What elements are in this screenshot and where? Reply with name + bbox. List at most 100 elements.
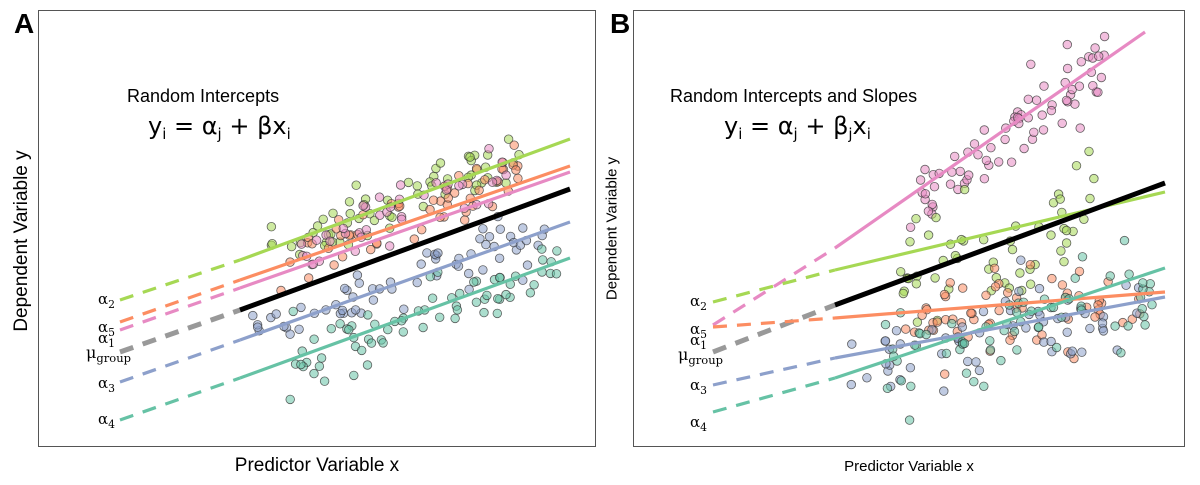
point-b-g5 (1074, 266, 1085, 277)
point-a-g3 (494, 253, 505, 263)
point-a-g3 (518, 223, 528, 233)
point-a-g5 (509, 140, 519, 150)
point-a-g1 (361, 225, 372, 235)
point-a-g4 (296, 359, 306, 370)
point-b-g3 (971, 357, 981, 367)
point-a-g4 (450, 313, 460, 324)
line-a-solid-alpha4 (239, 256, 571, 380)
point-a-g5 (443, 193, 454, 203)
point-b-g4 (1070, 273, 1080, 283)
point-b-g5 (994, 305, 1004, 316)
point-a-g3 (399, 304, 409, 314)
point-b-g3 (847, 339, 857, 349)
panel-b-label-mu-group: μgroup (678, 345, 724, 368)
point-b-g1 (1019, 143, 1029, 154)
point-b-g4 (1137, 304, 1147, 314)
panel-a-equation: yi = αj + βxi (148, 112, 291, 144)
point-b-g3 (1014, 286, 1024, 297)
point-b-g2 (898, 288, 909, 299)
point-b-g4 (880, 319, 891, 330)
point-b-g3 (1034, 283, 1045, 294)
point-b-g4 (921, 329, 931, 340)
point-b-g2 (896, 267, 906, 277)
point-b-g4 (985, 336, 995, 346)
point-b-g3 (1062, 327, 1072, 338)
line-b-dashed-alpha1 (712, 246, 836, 327)
point-a-g3 (416, 259, 426, 269)
point-b-g5 (1047, 273, 1057, 284)
panel-a-label-alpha1: α1 (98, 329, 116, 350)
point-a-g3 (368, 295, 379, 305)
point-a-g2 (351, 180, 361, 190)
point-b-g3 (880, 336, 891, 346)
line-b-dashed-alpha3 (712, 356, 836, 387)
panel-a-label-mu-group: μgroup (86, 343, 132, 366)
point-b-g3 (1097, 318, 1108, 328)
line-a-dashed-alpha2 (119, 258, 241, 302)
point-b-g4 (1124, 269, 1134, 279)
panel-b-title: Random Intercepts and Slopes (670, 86, 918, 106)
point-b-g1 (1074, 81, 1085, 91)
point-b-g1 (1031, 95, 1042, 105)
point-b-g1 (1039, 81, 1049, 91)
point-a-g5 (329, 260, 339, 270)
point-b-g1 (1037, 110, 1047, 120)
point-a-g1 (338, 223, 349, 234)
point-a-g5 (474, 185, 484, 196)
point-b-g5 (989, 263, 1000, 274)
point-b-g4 (961, 368, 972, 378)
point-b-g4 (979, 381, 989, 392)
point-b-g5 (990, 282, 1001, 292)
point-a-g4 (492, 308, 503, 319)
point-a-g4 (309, 334, 319, 344)
panel-a-x-axis-label: Predictor Variable x (234, 455, 400, 476)
point-b-g3 (1085, 323, 1095, 334)
point-b-g4 (896, 376, 907, 386)
point-a-g4 (529, 280, 539, 290)
point-a-g4 (418, 322, 428, 333)
point-b-g1 (1076, 57, 1087, 67)
point-a-g3 (478, 265, 488, 275)
point-b-g1 (986, 142, 996, 153)
point-b-g4 (1116, 348, 1126, 358)
point-a-g1 (296, 239, 307, 249)
point-b-g2 (1061, 238, 1072, 248)
point-b-g5 (966, 308, 976, 318)
line-a-solid-alpha5 (239, 164, 571, 282)
point-a-g3 (478, 224, 488, 234)
point-b-g4 (1009, 326, 1020, 337)
point-b-g4 (1123, 321, 1133, 331)
point-b-g2 (1059, 257, 1069, 267)
point-a-g4 (366, 338, 377, 348)
point-a-g4 (495, 272, 505, 283)
point-a-g1 (385, 241, 395, 251)
point-b-g1 (945, 179, 956, 189)
point-a-g4 (537, 244, 547, 254)
panel-a-label-alpha3: α3 (98, 374, 116, 395)
point-b-g4 (904, 415, 915, 425)
point-b-g1 (1057, 118, 1067, 129)
point-b-g2 (923, 230, 934, 240)
point-a-g4 (482, 290, 492, 301)
point-b-g1 (1075, 123, 1085, 133)
point-a-g2 (503, 134, 514, 144)
line-b-solid-alpha5 (834, 290, 1166, 320)
point-b-g5 (958, 283, 968, 293)
point-a-g4 (471, 297, 482, 308)
point-b-g4 (1051, 342, 1062, 353)
point-b-g1 (929, 181, 940, 192)
panel-a-title: Random Intercepts (127, 86, 280, 106)
point-a-g5 (304, 273, 314, 283)
point-b-g1 (1093, 51, 1104, 61)
point-b-g2 (1007, 244, 1018, 255)
point-a-g2 (412, 181, 423, 191)
point-b-g1 (981, 155, 992, 166)
point-a-g4 (362, 360, 373, 370)
point-a-g3 (294, 324, 304, 335)
point-b-g2 (1055, 194, 1065, 204)
line-a-dashed-alpha4 (119, 376, 241, 422)
panel-a-label-alpha4: α4 (98, 410, 116, 431)
point-b-g5 (1057, 280, 1068, 290)
point-b-g1 (920, 164, 930, 175)
point-b-g2 (1015, 268, 1025, 278)
